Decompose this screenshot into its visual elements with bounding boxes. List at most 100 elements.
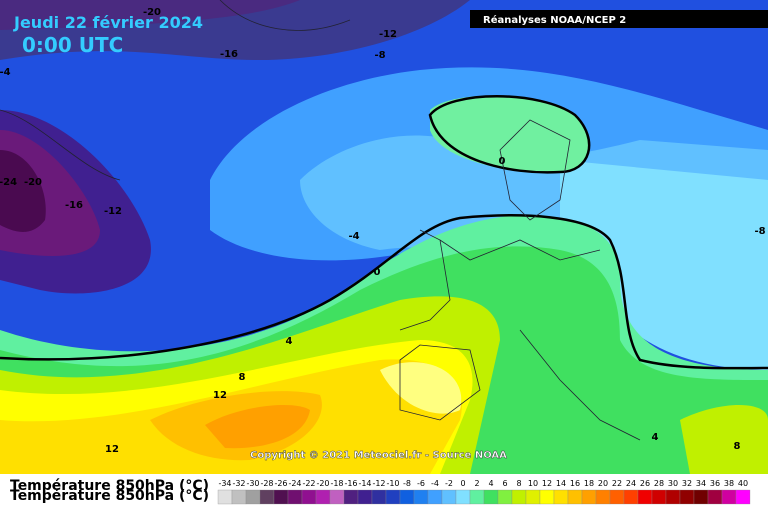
- colorbar-swatch: [357, 489, 373, 505]
- colorbar-label: -2: [445, 479, 453, 488]
- colorbar-label: -12: [372, 479, 385, 488]
- colorbar-swatch: [469, 489, 485, 505]
- contour-label: -20: [143, 7, 161, 18]
- colorbar-label: 20: [598, 479, 608, 488]
- colorbar-label: -32: [232, 479, 245, 488]
- colorbar-label: 28: [654, 479, 664, 488]
- colorbar-label: 34: [696, 479, 706, 488]
- contour-label: 8: [734, 441, 741, 452]
- colorbar-label: 32: [682, 479, 692, 488]
- colorbar-label: 14: [556, 479, 566, 488]
- colorbar-swatch: [693, 489, 709, 505]
- colorbar-label: 16: [570, 479, 580, 488]
- colorbar-label: 38: [724, 479, 734, 488]
- contours: [0, 95, 768, 370]
- legend-title: Température 850hPa (°C): [10, 478, 209, 494]
- contour-label: 12: [105, 444, 119, 455]
- colorbar-label: 12: [542, 479, 552, 488]
- map-time: 0:00 UTC: [22, 33, 123, 57]
- colorbar-swatch: [231, 489, 247, 505]
- colorbar-swatch: [287, 489, 303, 505]
- colorbar-swatch: [553, 489, 569, 505]
- colorbar-swatch: [721, 489, 737, 505]
- contour-label: 0: [374, 267, 381, 278]
- contour-label: -16: [220, 49, 238, 60]
- colorbar-label: 4: [488, 479, 493, 488]
- colorbar-swatch: [455, 489, 471, 505]
- colorbar-label: 26: [640, 479, 650, 488]
- colorbar-swatch: [623, 489, 639, 505]
- colorbar-swatch: [595, 489, 611, 505]
- colorbar-swatch: [371, 489, 387, 505]
- colorbar-swatch: [539, 489, 555, 505]
- colorbar-label: -30: [246, 479, 259, 488]
- colorbar-label: -34: [218, 479, 231, 488]
- map-date: Jeudi 22 février 2024: [13, 13, 203, 32]
- colorbar-label: -18: [330, 479, 343, 488]
- colorbar-swatch: [427, 489, 443, 505]
- colorbar-swatch: [343, 489, 359, 505]
- colorbar-swatch: [483, 489, 499, 505]
- coastlines: [0, 0, 641, 441]
- colorbar-swatch: [441, 489, 457, 505]
- colorbar-swatch: [315, 489, 331, 505]
- contour-label: 0: [499, 156, 506, 167]
- colorbar-label: 10: [528, 479, 538, 488]
- colorbar-label: -6: [417, 479, 425, 488]
- colorbar-label: -14: [358, 479, 371, 488]
- colorbar-label: -24: [288, 479, 301, 488]
- colorbar-swatch: [511, 489, 527, 505]
- colorbar: -34 -32 -30 -28 -26 -24 -22 -2 0 -18 -16 -14 -12 -10 -…: [217, 479, 751, 505]
- contour-label: 4: [286, 336, 293, 347]
- legend-title-shadow: Température 850hPa (°C): [10, 488, 209, 504]
- colorbar-label: -16: [344, 479, 357, 488]
- colorbar-swatch: [567, 489, 583, 505]
- contour-label: 8: [239, 372, 246, 383]
- colorbar-swatch: [497, 489, 513, 505]
- colorbar-swatch: [413, 489, 429, 505]
- colorbar-label: 22: [612, 479, 622, 488]
- colorbar-swatch: [217, 489, 233, 505]
- contour-label: -20: [24, 177, 42, 188]
- colorbar-label: -22: [302, 479, 315, 488]
- colorbar-label: 30: [668, 479, 678, 488]
- contour-label: -8: [754, 226, 765, 237]
- colorbar-label: 40: [738, 479, 748, 488]
- colorbar-label: 36: [710, 479, 720, 488]
- colorbar-swatch: [651, 489, 667, 505]
- colorbar-label: -26: [274, 479, 287, 488]
- colorbar-label: 18: [584, 479, 594, 488]
- contour-label: -24: [0, 177, 17, 188]
- source-box: [470, 10, 768, 28]
- colorbar-label: 2: [474, 479, 479, 488]
- contour-label: -12: [104, 206, 122, 217]
- colorbar-swatch: [273, 489, 289, 505]
- colorbar-swatch: [329, 489, 345, 505]
- contour-label: -16: [65, 200, 83, 211]
- colorbar-label: -4: [431, 479, 439, 488]
- colorbar-swatch: [679, 489, 695, 505]
- colorbar-swatch: [735, 489, 751, 505]
- copyright: Copyright © 2021 Meteociel.fr - Source N…: [250, 450, 507, 461]
- contour-label: -4: [0, 67, 11, 78]
- colorbar-swatch: [637, 489, 653, 505]
- colorbar-swatch: [525, 489, 541, 505]
- colorbar-label: -10: [386, 479, 399, 488]
- colorbar-label: 0: [460, 479, 465, 488]
- contour-label: -12: [379, 29, 397, 40]
- colorbar-label: 24: [626, 479, 636, 488]
- colorbar-swatch: [581, 489, 597, 505]
- colorbar-swatch: [399, 489, 415, 505]
- colorbar-swatch: [665, 489, 681, 505]
- colorbar-swatch: [385, 489, 401, 505]
- contour-label: 12: [213, 390, 227, 401]
- temperature-field: [0, 0, 768, 474]
- contour-label: -4: [348, 231, 359, 242]
- colorbar-label: -28: [260, 479, 273, 488]
- contour-labels: -20 -12 -8 -16 -4 -24 -20 -16 -12 -4 0 0 -8 4 8 12 12 4 8: [0, 7, 766, 455]
- source-label: Réanalyses NOAA/NCEP 2: [483, 14, 626, 26]
- colorbar-label: 8: [516, 479, 521, 488]
- colorbar-swatch: [259, 489, 275, 505]
- colorbar-swatch: [245, 489, 261, 505]
